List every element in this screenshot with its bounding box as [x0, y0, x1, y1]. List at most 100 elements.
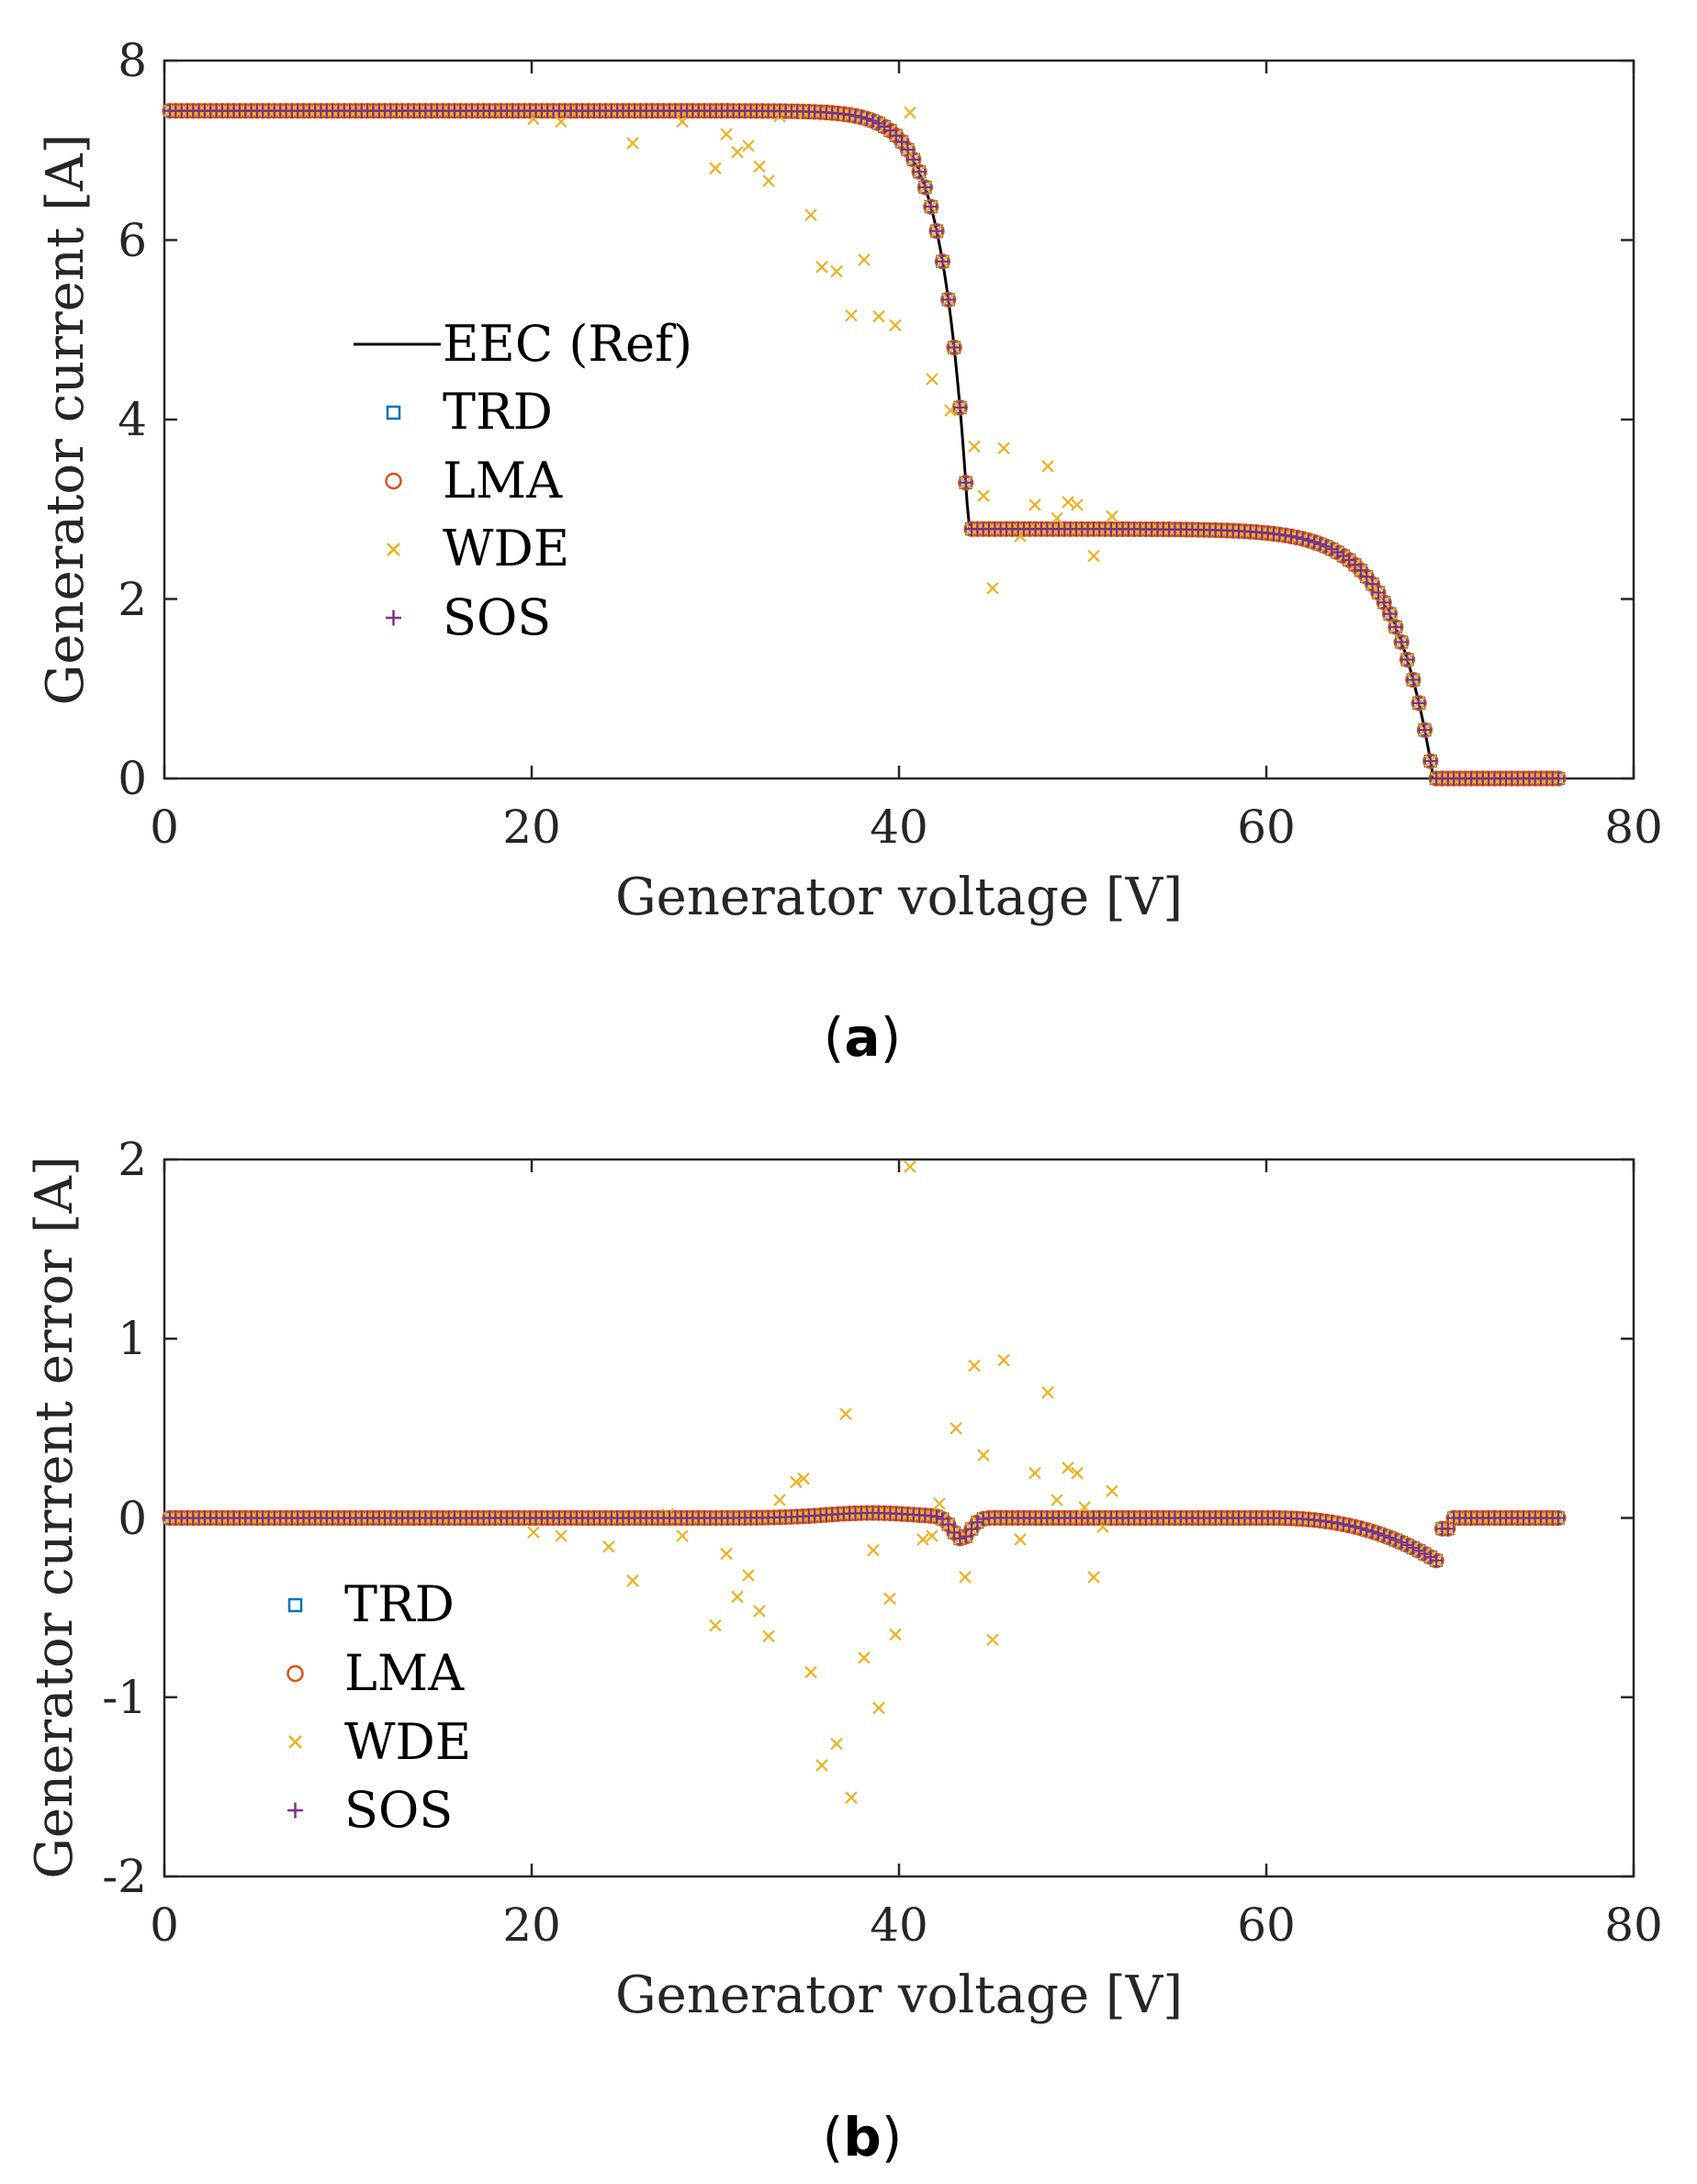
wde-point	[977, 1449, 990, 1462]
y-tick-label: -1	[102, 1671, 147, 1724]
y-ticks-b: -2 -1 0 1 2	[102, 1133, 1634, 1903]
legend-label-ref: EEC (Ref)	[443, 315, 692, 373]
wde-point	[950, 1422, 962, 1435]
sos-point	[1313, 537, 1328, 552]
sos-series	[163, 104, 1566, 786]
plot-area-a	[162, 103, 1567, 787]
sos-point	[1417, 722, 1432, 737]
legend-label-sos: SOS	[443, 588, 551, 646]
wde-point	[602, 1540, 615, 1553]
sos-point	[1377, 595, 1391, 610]
wde-point	[773, 1494, 786, 1506]
wde-point	[872, 1701, 885, 1715]
x-tick-label: 40	[870, 1898, 928, 1952]
sos-point	[941, 292, 956, 307]
wde-point	[709, 1618, 722, 1632]
plot-area-b	[162, 1160, 1567, 1804]
sos-point	[1331, 1516, 1345, 1530]
legend-b: TRD LMA WDE SOS	[287, 1575, 471, 1839]
wde-point	[753, 160, 766, 174]
sos-point	[1296, 532, 1310, 546]
caption-a: (a)	[824, 1006, 901, 1069]
sos-point	[1400, 652, 1415, 666]
caption-open: (	[824, 1006, 845, 1069]
legend-swatch-lma	[385, 472, 402, 490]
wde-point	[845, 308, 858, 322]
wde-point	[709, 162, 722, 175]
sos-point	[1551, 771, 1566, 786]
sos-point	[917, 180, 932, 195]
wde-point	[555, 115, 568, 129]
sos-point	[1365, 577, 1380, 591]
sos-point	[959, 1529, 973, 1544]
sos-point	[1383, 1530, 1398, 1545]
y-axis-label-a: Generator current [A]	[36, 134, 96, 706]
sos-point	[1336, 1517, 1351, 1531]
sos-point	[924, 199, 938, 214]
wde-point	[1071, 1466, 1084, 1480]
wde-point	[626, 1574, 639, 1587]
legend-swatch-trd	[386, 405, 401, 420]
sos-point	[1423, 754, 1438, 768]
wde-point	[797, 1472, 810, 1485]
wde-point	[1106, 510, 1118, 523]
sos-point	[1324, 542, 1339, 556]
wde-point	[1051, 511, 1063, 525]
sos-point	[1551, 1511, 1566, 1525]
x-tick-label: 20	[502, 801, 561, 854]
wde-point	[720, 1547, 733, 1561]
sos-point	[947, 1525, 961, 1540]
sos-point	[959, 476, 973, 490]
wde-point	[959, 1571, 972, 1584]
wde-point	[815, 1759, 828, 1772]
sos-point	[1307, 535, 1321, 550]
x-tick-label: 40	[870, 801, 928, 854]
legend-label-lma: LMA	[443, 452, 563, 510]
legend-label-trd: TRD	[443, 383, 553, 441]
sos-point	[952, 400, 967, 415]
wde-point	[753, 1605, 766, 1618]
legend-swatch-wde	[387, 543, 400, 556]
sos-point	[1354, 563, 1368, 577]
sos-point	[947, 341, 961, 355]
sos-point	[842, 107, 857, 122]
y-tick-label: 1	[118, 1312, 147, 1365]
wde-point	[720, 128, 733, 140]
wde-point	[555, 1529, 568, 1542]
sos-point	[854, 110, 869, 125]
sos-point	[941, 1517, 956, 1531]
x-tick-label: 0	[150, 1898, 179, 1952]
panel-a: 0 20 40 60 80 0 2 4 6 8 Generator voltag…	[36, 34, 1663, 1069]
wde-point	[1051, 1494, 1063, 1506]
sos-point	[1319, 539, 1333, 554]
wde-point	[830, 1737, 843, 1751]
wde-point	[904, 106, 916, 119]
wde-point	[804, 208, 817, 221]
wde-point	[867, 1543, 880, 1557]
wde-point	[986, 581, 999, 595]
wde-point	[1014, 1533, 1027, 1546]
wde-point	[676, 115, 689, 129]
sos-point	[1411, 696, 1426, 711]
wde-point	[968, 1359, 981, 1372]
sos-point	[929, 224, 944, 239]
legend-label-wde: WDE	[443, 520, 569, 577]
legend-label-sos: SOS	[344, 1781, 453, 1839]
sos-point	[1348, 1519, 1363, 1534]
wde-point	[1062, 496, 1074, 509]
y-tick-label: 0	[118, 752, 147, 805]
wde-point	[790, 1475, 803, 1489]
legend-label-lma: LMA	[344, 1644, 465, 1702]
legend-swatch-trd	[287, 1597, 303, 1613]
wde-point	[889, 319, 902, 332]
sos-point	[1377, 1529, 1391, 1543]
caption-close: )	[881, 1006, 902, 1069]
sos-point	[952, 1531, 967, 1546]
wde-point	[1028, 1466, 1041, 1480]
sos-point	[1284, 529, 1298, 543]
wde-point	[731, 1590, 744, 1604]
wde-point	[997, 442, 1010, 455]
y-tick-label: 2	[118, 1133, 147, 1186]
wde-point	[1078, 1501, 1091, 1514]
wde-point	[872, 309, 885, 323]
